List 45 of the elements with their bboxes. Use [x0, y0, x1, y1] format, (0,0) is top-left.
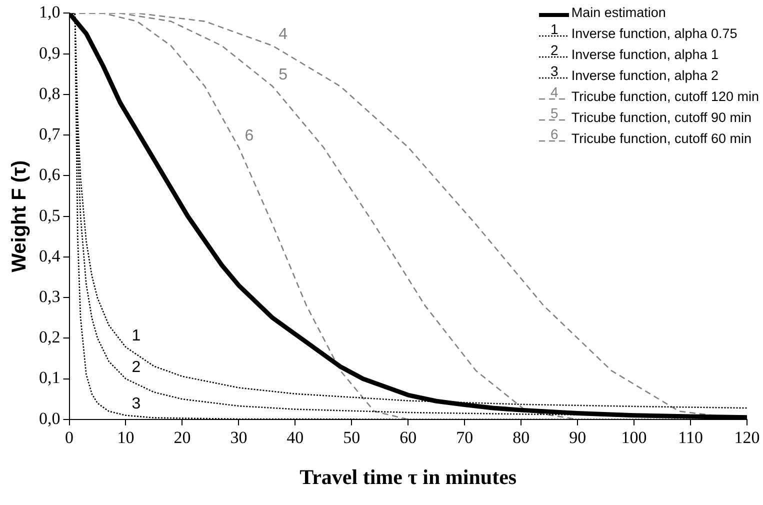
y-tick-label: 0,4	[39, 246, 61, 266]
y-tick-label: 0,1	[39, 368, 60, 388]
annotation: 6	[244, 128, 254, 145]
legend-label: Inverse function, alpha 1	[571, 47, 718, 62]
x-tick-label: 40	[286, 428, 304, 448]
y-tick-label: 0,9	[39, 43, 60, 62]
legend-label: Tricube function, cutoff 60 min	[571, 131, 752, 146]
text: 2	[550, 42, 558, 58]
text: 3	[550, 63, 558, 79]
x-tick-label: 20	[174, 428, 191, 448]
y-tick-label: 0,2	[39, 328, 60, 347]
x-tick-label: 60	[400, 428, 417, 448]
y-tick-label: 0,7	[39, 124, 61, 144]
legend-label: Tricube function, cutoff 120 min	[571, 89, 759, 104]
x-tick-label: 120	[734, 428, 760, 448]
text: 1	[550, 21, 558, 37]
y-tick-label: 0,8	[39, 84, 60, 103]
annotation: 5	[278, 66, 288, 84]
y-tick-label: 0,0	[39, 408, 60, 428]
x-tick-label: 110	[678, 428, 703, 448]
x-tick-label: 0	[65, 428, 74, 448]
x-tick-label: 100	[621, 428, 647, 448]
annotation: 4	[278, 26, 288, 44]
legend-label: Inverse function, alpha 2	[571, 68, 718, 83]
y-tick-label: 0,3	[39, 287, 60, 306]
x-tick-label: 30	[230, 428, 248, 448]
legend-label: Main estimation	[571, 5, 666, 20]
annotation: 3	[132, 396, 141, 413]
x-tick-label: 50	[343, 428, 360, 448]
annotation: 1	[132, 328, 141, 345]
annotation: 2	[132, 359, 141, 376]
legend-label: Tricube function, cutoff 90 min	[571, 110, 752, 125]
x-axis-title: Travel time τ in minutes	[300, 464, 517, 489]
x-tick-label: 10	[117, 428, 134, 448]
y-axis-title: Weight F (τ)	[8, 160, 31, 272]
y-tick-label: 0,6	[39, 165, 60, 184]
text: 4	[550, 84, 558, 100]
x-tick-label: 90	[569, 428, 586, 448]
text: 5	[550, 105, 558, 121]
x-tick-label: 80	[512, 428, 530, 448]
legend-label: Inverse function, alpha 0.75	[571, 26, 738, 41]
text: 6	[550, 126, 558, 142]
x-tick-label: 70	[456, 428, 474, 448]
y-tick-label: 1,0	[39, 2, 60, 22]
y-tick-label: 0,5	[39, 206, 60, 225]
